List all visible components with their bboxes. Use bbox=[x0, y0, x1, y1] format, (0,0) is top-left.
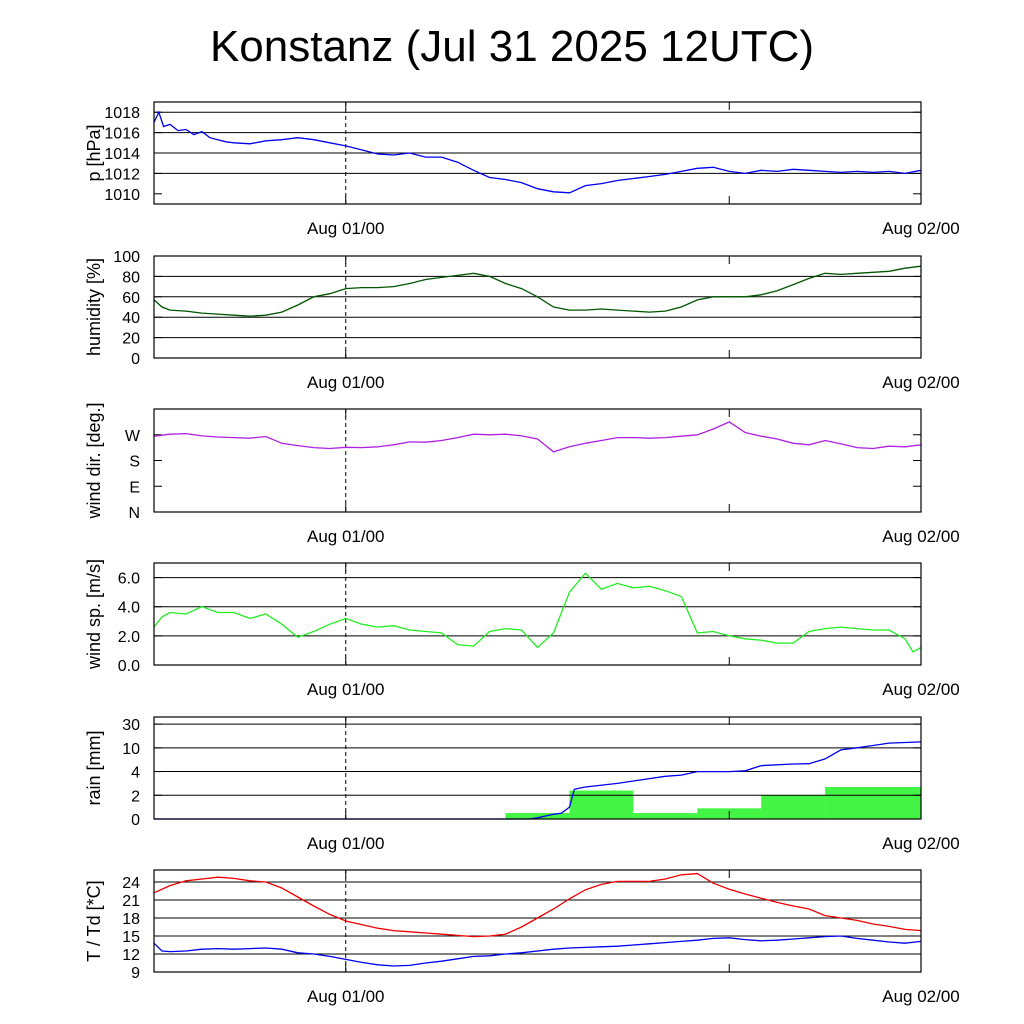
x-tick-label: Aug 02/00 bbox=[882, 219, 960, 238]
y-tick-label: 0 bbox=[131, 812, 140, 829]
y-tick-label: 9 bbox=[131, 965, 140, 982]
y-tick-label: 24 bbox=[122, 875, 140, 892]
series-line-1 bbox=[153, 265, 922, 317]
y-tick-label: 20 bbox=[122, 331, 140, 348]
rain-bar-6 bbox=[825, 786, 921, 819]
x-tick-label: Aug 02/00 bbox=[882, 373, 960, 392]
y-tick-label: 12 bbox=[122, 947, 140, 964]
panel-frame bbox=[153, 716, 922, 820]
y-axis-label: T / Td [*C] bbox=[84, 880, 104, 961]
panel-frame bbox=[153, 562, 922, 666]
y-tick-label: 0.0 bbox=[118, 658, 140, 675]
panel-frame bbox=[153, 408, 922, 513]
rain-bar-5 bbox=[761, 795, 826, 819]
y-tick-label: 1010 bbox=[104, 187, 140, 204]
panel-frame bbox=[153, 101, 922, 205]
rain-bar-1 bbox=[505, 813, 570, 819]
y-tick-label: 40 bbox=[122, 310, 140, 327]
x-tick-label: Aug 02/00 bbox=[882, 834, 960, 853]
x-tick-label: Aug 02/00 bbox=[882, 527, 960, 546]
y-tick-label: 100 bbox=[113, 249, 140, 266]
y-tick-label: 1018 bbox=[104, 105, 140, 122]
y-axis-label: rain [mm] bbox=[84, 730, 104, 805]
y-axis-label: wind dir. [deg.] bbox=[84, 402, 104, 519]
y-tick-label: 6.0 bbox=[118, 571, 140, 588]
cumulative-rain-line bbox=[154, 741, 922, 820]
y-axis-label: p [hPa] bbox=[84, 124, 104, 181]
y-tick-label: 10 bbox=[122, 741, 140, 758]
y-tick-label: 4.0 bbox=[118, 600, 140, 617]
y-tick-label: 2.0 bbox=[118, 629, 140, 646]
series-line-1 bbox=[153, 572, 922, 653]
y-tick-label: 1014 bbox=[104, 146, 140, 163]
y-tick-label: 18 bbox=[122, 911, 140, 928]
panel-frame bbox=[153, 255, 922, 359]
x-tick-label: Aug 01/00 bbox=[307, 219, 385, 238]
series-line-2 bbox=[153, 935, 922, 967]
y-axis-label: humidity [%] bbox=[84, 258, 104, 356]
series-line-1 bbox=[153, 110, 922, 194]
y-tick-label: 1012 bbox=[104, 166, 140, 183]
y-tick-label: 1016 bbox=[104, 126, 140, 143]
x-tick-label: Aug 02/00 bbox=[882, 987, 960, 1006]
y-tick-label: 0 bbox=[131, 351, 140, 368]
y-tick-label: W bbox=[125, 428, 141, 445]
panel-frame bbox=[153, 869, 922, 973]
y-tick-label: 4 bbox=[131, 765, 140, 782]
series-line-1 bbox=[153, 872, 922, 938]
y-axis-label: wind sp. [m/s] bbox=[84, 559, 104, 670]
series-line-1 bbox=[153, 421, 922, 453]
y-tick-label: 15 bbox=[122, 929, 140, 946]
y-tick-label: 80 bbox=[122, 269, 140, 286]
x-tick-label: Aug 02/00 bbox=[882, 680, 960, 699]
y-tick-label: S bbox=[129, 454, 140, 471]
x-tick-label: Aug 01/00 bbox=[307, 987, 385, 1006]
x-tick-label: Aug 01/00 bbox=[307, 527, 385, 546]
y-tick-label: 21 bbox=[122, 893, 140, 910]
y-tick-label: N bbox=[128, 505, 140, 522]
y-tick-label: 30 bbox=[122, 717, 140, 734]
x-tick-label: Aug 01/00 bbox=[307, 373, 385, 392]
y-tick-label: E bbox=[129, 479, 140, 496]
rain-bar-3 bbox=[633, 813, 698, 819]
x-tick-label: Aug 01/00 bbox=[307, 834, 385, 853]
x-tick-label: Aug 01/00 bbox=[307, 680, 385, 699]
y-tick-label: 60 bbox=[122, 290, 140, 307]
chart-title: Konstanz (Jul 31 2025 12UTC) bbox=[209, 22, 815, 71]
y-tick-label: 2 bbox=[131, 788, 140, 805]
